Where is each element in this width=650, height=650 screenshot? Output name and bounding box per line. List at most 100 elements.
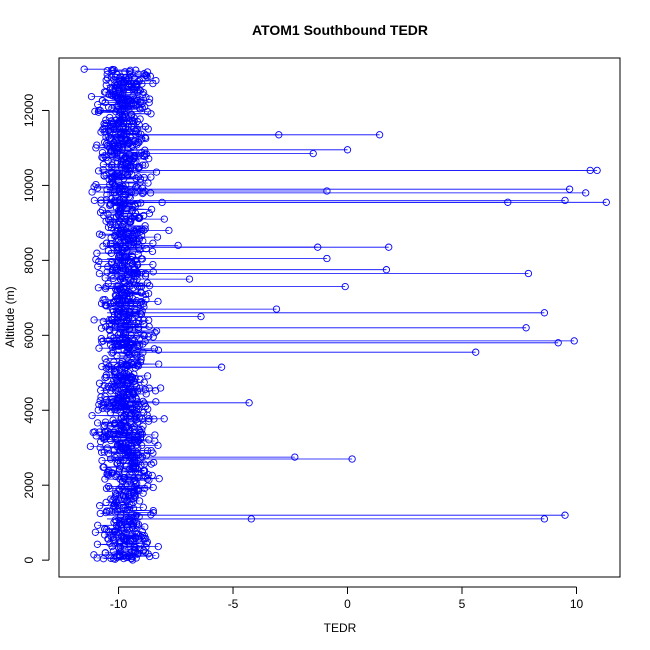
data-point bbox=[91, 107, 99, 116]
data-point bbox=[133, 86, 141, 94]
data-point bbox=[102, 81, 110, 89]
data-point bbox=[101, 392, 109, 401]
data-point bbox=[132, 319, 140, 327]
data-point bbox=[272, 305, 281, 313]
data-point bbox=[103, 142, 111, 150]
data-point bbox=[106, 113, 114, 122]
data-point bbox=[101, 284, 110, 293]
data-point bbox=[152, 168, 161, 176]
data-point bbox=[103, 191, 111, 199]
data-point bbox=[141, 123, 150, 131]
data-point bbox=[149, 260, 157, 269]
data-point bbox=[309, 149, 317, 158]
chart-title: ATOM1 Southbound TEDR bbox=[252, 22, 428, 38]
data-point bbox=[107, 117, 116, 125]
data-point bbox=[145, 98, 153, 107]
data-point bbox=[112, 153, 120, 162]
data-point bbox=[106, 484, 114, 493]
data-point bbox=[142, 93, 150, 101]
data-point bbox=[142, 539, 151, 548]
data-point bbox=[524, 269, 533, 278]
data-point bbox=[140, 484, 149, 493]
data-point bbox=[97, 438, 105, 446]
data-point bbox=[149, 483, 157, 492]
y-tick-label: 6000 bbox=[22, 322, 36, 349]
y-tick-label: 12000 bbox=[22, 93, 36, 127]
data-point bbox=[113, 490, 121, 498]
data-point bbox=[140, 303, 148, 311]
data-point bbox=[98, 206, 106, 214]
data-point bbox=[134, 325, 143, 333]
data-point bbox=[86, 442, 95, 451]
data-point bbox=[135, 138, 143, 147]
data-point bbox=[472, 348, 480, 356]
data-point bbox=[97, 199, 105, 207]
data-point bbox=[88, 188, 96, 196]
data-point bbox=[135, 121, 143, 129]
data-point bbox=[128, 314, 136, 322]
data-point bbox=[570, 337, 578, 345]
data-point bbox=[98, 456, 106, 465]
data-point bbox=[160, 215, 168, 223]
data-point bbox=[139, 503, 147, 511]
data-point bbox=[147, 460, 155, 468]
data-point bbox=[554, 339, 562, 347]
data-point bbox=[124, 144, 132, 152]
data-point bbox=[145, 95, 154, 103]
data-point bbox=[129, 203, 137, 211]
data-point bbox=[123, 354, 131, 362]
data-point bbox=[123, 526, 131, 534]
data-point bbox=[115, 125, 124, 133]
data-point bbox=[382, 266, 391, 274]
data-point bbox=[137, 289, 145, 297]
y-tick-label: 0 bbox=[22, 556, 36, 563]
data-point bbox=[97, 299, 106, 308]
data-point bbox=[133, 117, 141, 125]
x-axis: -10 -5 0 5 10 bbox=[110, 586, 584, 611]
data-point bbox=[139, 422, 147, 430]
data-point bbox=[136, 105, 144, 113]
data-point bbox=[126, 299, 135, 307]
data-point bbox=[99, 337, 107, 345]
data-point bbox=[115, 380, 123, 388]
data-point bbox=[123, 517, 132, 526]
data-point bbox=[93, 184, 102, 192]
data-point bbox=[128, 142, 136, 150]
data-point bbox=[100, 423, 108, 431]
data-point bbox=[95, 269, 104, 278]
data-point bbox=[95, 400, 103, 409]
data-point bbox=[90, 196, 99, 205]
data-point bbox=[106, 326, 114, 335]
data-point bbox=[110, 368, 118, 376]
data-point bbox=[139, 489, 147, 497]
data-point bbox=[90, 183, 98, 191]
data-point bbox=[107, 147, 115, 156]
data-point bbox=[141, 523, 149, 531]
data-point bbox=[134, 520, 143, 529]
data-point bbox=[120, 259, 129, 267]
data-point bbox=[107, 224, 116, 232]
data-point bbox=[126, 551, 135, 559]
data-point bbox=[140, 173, 148, 182]
data-point bbox=[343, 146, 352, 154]
x-tick-label: 10 bbox=[570, 597, 584, 611]
data-point bbox=[102, 195, 111, 204]
data-point bbox=[94, 108, 103, 116]
data-point bbox=[116, 548, 125, 556]
data-point bbox=[135, 214, 143, 223]
y-tick-label: 4000 bbox=[22, 397, 36, 424]
data-point bbox=[144, 125, 152, 133]
plot-frame bbox=[58, 57, 621, 578]
data-point bbox=[115, 467, 123, 475]
data-point bbox=[130, 425, 139, 434]
data-point bbox=[99, 463, 107, 471]
data-point bbox=[102, 508, 110, 517]
data-point bbox=[98, 401, 106, 410]
data-point bbox=[90, 316, 98, 324]
data-point bbox=[154, 297, 162, 306]
data-point bbox=[101, 98, 109, 107]
data-point bbox=[144, 332, 153, 341]
data-point bbox=[138, 307, 146, 315]
data-point bbox=[145, 417, 153, 425]
data-point bbox=[125, 83, 133, 91]
